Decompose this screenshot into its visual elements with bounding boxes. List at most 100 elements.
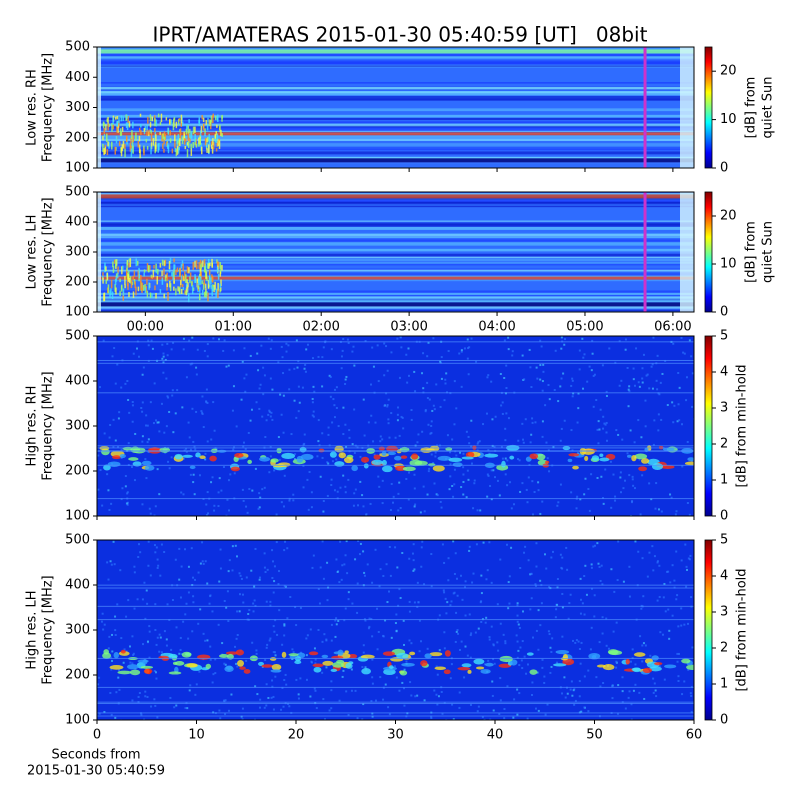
- speck: [347, 713, 350, 716]
- speck: [141, 435, 144, 438]
- speck: [587, 669, 590, 672]
- speck: [165, 117, 168, 121]
- speck: [521, 667, 524, 670]
- speck: [153, 264, 155, 269]
- speck: [198, 273, 201, 277]
- speck: [280, 708, 283, 711]
- speck: [172, 271, 174, 280]
- speck: [202, 632, 205, 635]
- speck: [305, 654, 308, 657]
- speck: [206, 343, 209, 346]
- speck: [521, 354, 524, 357]
- speck: [507, 607, 510, 610]
- speck: [443, 561, 446, 564]
- speck: [664, 610, 667, 613]
- speck: [119, 569, 122, 572]
- speck: [123, 648, 126, 651]
- speck: [529, 366, 532, 369]
- speck: [657, 508, 660, 511]
- speck: [361, 718, 364, 720]
- speck: [209, 120, 211, 127]
- speck: [681, 465, 684, 468]
- speck: [112, 261, 114, 268]
- speck: [505, 412, 508, 415]
- speck: [187, 134, 190, 142]
- speck: [141, 401, 144, 404]
- speck: [127, 501, 130, 504]
- speck: [102, 272, 104, 278]
- band: [97, 297, 694, 299]
- speck: [624, 348, 627, 351]
- blob: [388, 665, 394, 669]
- speck: [540, 345, 543, 348]
- speck: [198, 137, 200, 145]
- speck: [489, 484, 492, 487]
- band: [97, 292, 694, 295]
- speck: [641, 644, 644, 647]
- speck: [144, 695, 147, 698]
- speck: [312, 410, 315, 413]
- speck: [274, 619, 277, 622]
- speck: [511, 354, 514, 357]
- speck: [163, 260, 166, 267]
- speck: [451, 484, 454, 487]
- speck: [611, 697, 614, 700]
- speck: [680, 336, 683, 339]
- speck: [539, 364, 542, 367]
- speck: [522, 610, 525, 613]
- speck: [167, 396, 170, 399]
- blob: [409, 651, 416, 656]
- speck: [492, 709, 495, 712]
- speck: [620, 379, 623, 382]
- speck: [175, 148, 178, 157]
- speck: [453, 423, 456, 426]
- y-axis-label: Frequency [MHz]: [41, 197, 56, 306]
- speck: [688, 558, 691, 561]
- speck: [549, 671, 552, 674]
- blob: [428, 463, 436, 467]
- speck: [473, 479, 476, 482]
- speck: [505, 364, 508, 367]
- blob: [437, 455, 452, 461]
- band: [97, 148, 694, 151]
- colorbar-tick-label: 3: [720, 401, 728, 416]
- speck: [206, 291, 208, 297]
- speck: [413, 473, 416, 476]
- speck: [350, 668, 353, 671]
- speck: [648, 387, 651, 390]
- speck: [516, 713, 519, 716]
- speck: [104, 146, 106, 155]
- speck: [105, 124, 107, 131]
- speck: [114, 278, 117, 285]
- speck: [103, 711, 106, 714]
- speck: [440, 377, 443, 380]
- speck: [188, 267, 190, 274]
- speck: [667, 570, 670, 573]
- speck: [690, 711, 693, 714]
- speck: [313, 687, 316, 690]
- blob: [448, 457, 463, 463]
- speck: [444, 597, 447, 600]
- speck: [359, 455, 362, 458]
- speck: [168, 410, 171, 413]
- speck: [145, 477, 148, 480]
- y-tick-label: 400: [65, 374, 90, 389]
- speck: [670, 496, 673, 499]
- speck: [275, 513, 278, 516]
- speck: [194, 693, 197, 696]
- speck: [201, 413, 204, 416]
- speck: [401, 416, 404, 419]
- speck: [259, 496, 262, 499]
- speck: [416, 441, 419, 444]
- speck: [180, 122, 183, 127]
- speck: [682, 351, 685, 354]
- speck: [275, 541, 278, 544]
- speck: [255, 652, 258, 655]
- speck: [612, 630, 615, 633]
- speck: [169, 283, 172, 292]
- speck: [628, 595, 631, 598]
- speck: [190, 547, 193, 550]
- speck: [187, 591, 190, 594]
- speck: [602, 415, 605, 418]
- speck: [210, 115, 213, 123]
